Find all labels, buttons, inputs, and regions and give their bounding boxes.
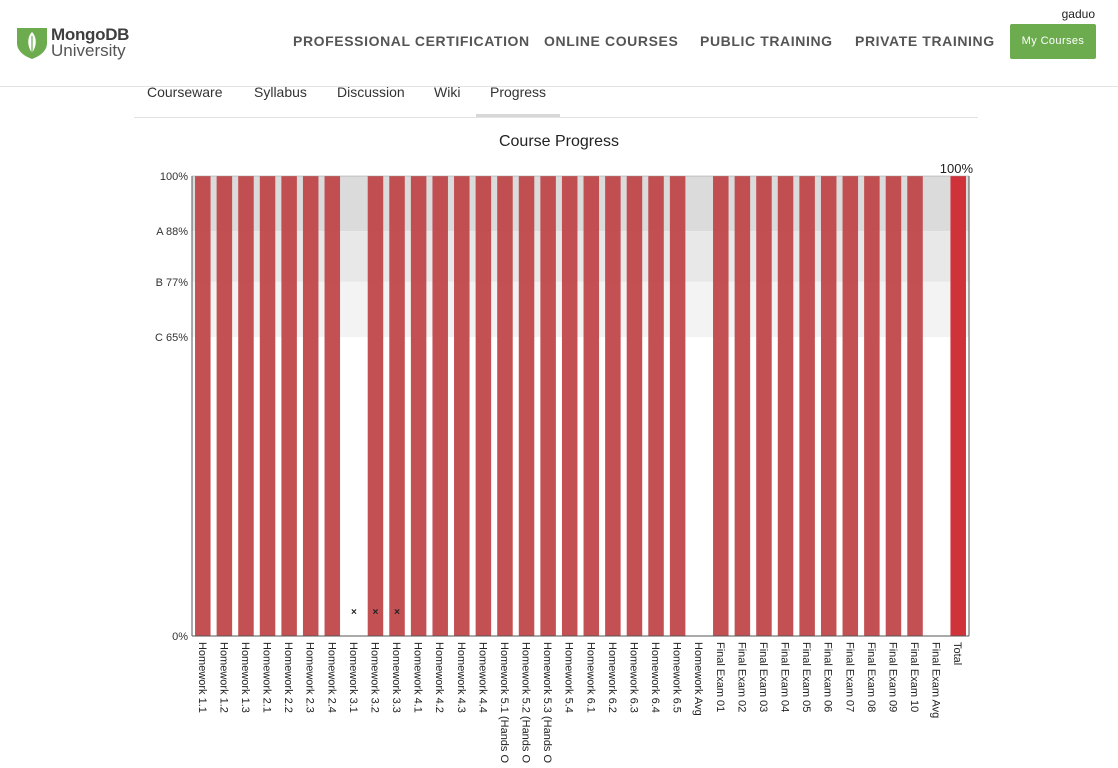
bar: [561, 176, 578, 636]
bar: [669, 176, 686, 636]
x-tick-label: Final Exam 08: [865, 642, 877, 712]
grade-band: [192, 281, 969, 337]
tab-discussion[interactable]: Discussion: [337, 84, 405, 100]
grade-band: [192, 176, 969, 232]
bar: [475, 176, 492, 636]
x-tick-label: Final Exam Avg: [930, 642, 942, 718]
bar: [885, 176, 902, 636]
top-navigation-bar: MongoDB University PROFESSIONAL CERTIFIC…: [0, 0, 1118, 87]
x-tick-label: Total: [951, 642, 963, 665]
bar: [432, 176, 448, 636]
bar: [410, 176, 427, 636]
x-tick-label: Homework 6.3: [627, 642, 639, 713]
x-tick-label: Homework Avg: [692, 642, 704, 716]
bar: [842, 176, 859, 636]
x-tick-label: Homework 3.2: [368, 642, 380, 713]
dropped-marker: ×: [373, 607, 379, 618]
x-tick-label: Final Exam 01: [714, 642, 726, 712]
nav-online-courses[interactable]: ONLINE COURSES: [544, 33, 679, 49]
x-tick-label: Homework 6.5: [671, 642, 683, 713]
x-tick-label: Homework 3.3: [390, 642, 402, 713]
tab-courseware[interactable]: Courseware: [147, 84, 223, 100]
bar: [302, 176, 319, 636]
x-tick-label: Final Exam 10: [908, 642, 920, 712]
bar: [950, 176, 966, 636]
nav-professional-certification[interactable]: PROFESSIONAL CERTIFICATION: [293, 33, 530, 49]
bar: [540, 176, 556, 636]
mongodb-university-logo[interactable]: MongoDB University: [16, 26, 129, 59]
x-tick-label: Homework 2.3: [304, 642, 316, 713]
bar: [756, 176, 772, 636]
tab-wiki[interactable]: Wiki: [434, 84, 461, 100]
bar: [583, 176, 600, 636]
x-tick-label: Final Exam 06: [822, 642, 834, 712]
chart-title: Course Progress: [498, 133, 620, 150]
bar: [216, 176, 233, 636]
bar: [518, 176, 535, 636]
x-tick-label: Homework 1.1: [196, 642, 208, 713]
bar: [626, 176, 643, 636]
course-tabs: Courseware Syllabus Discussion Wiki Prog…: [134, 84, 978, 118]
x-tick-label: Homework 5.4: [563, 642, 575, 713]
x-tick-label: Final Exam 04: [779, 642, 791, 712]
leaf-shield-icon: [17, 28, 47, 59]
x-tick-label: Homework 1.2: [217, 642, 229, 713]
bar: [324, 176, 341, 636]
bar: [907, 176, 923, 636]
tab-syllabus[interactable]: Syllabus: [254, 84, 307, 100]
y-tick-label: 100%: [160, 171, 188, 183]
x-tick-label: Homework 5.1 (Hands O: [498, 642, 510, 763]
y-tick-label: B 77%: [156, 277, 189, 289]
bar: [734, 176, 751, 636]
user-name-link[interactable]: gaduo: [1061, 7, 1095, 21]
bar: [648, 176, 664, 636]
dropped-marker: ×: [394, 607, 400, 618]
bar: [389, 176, 405, 636]
bar: [799, 176, 815, 636]
x-tick-label: Homework 1.3: [239, 642, 251, 713]
x-tick-label: Homework 4.1: [412, 642, 424, 713]
bar: [777, 176, 794, 636]
bar: [605, 176, 621, 636]
bar: [367, 176, 384, 636]
tab-progress[interactable]: Progress: [476, 85, 561, 117]
bar: [713, 176, 729, 636]
nav-private-training[interactable]: PRIVATE TRAINING: [855, 33, 995, 49]
bar: [454, 176, 470, 636]
x-tick-label: Homework 4.4: [476, 642, 488, 713]
x-tick-label: Homework 4.3: [455, 642, 467, 713]
bar: [259, 176, 276, 636]
x-tick-label: Homework 2.1: [261, 642, 273, 713]
x-tick-label: Homework 2.4: [325, 642, 337, 713]
logo-subtitle: University: [51, 40, 126, 60]
grade-band: [192, 231, 969, 282]
bar: [195, 176, 211, 636]
x-tick-label: Final Exam 02: [735, 642, 747, 712]
logo-wordmark: MongoDB: [51, 24, 130, 44]
y-tick-label: 0%: [172, 631, 188, 643]
x-tick-label: Final Exam 09: [886, 642, 898, 712]
bar: [820, 176, 837, 636]
x-tick-label: Homework 6.4: [649, 642, 661, 713]
x-tick-label: Homework 6.2: [606, 642, 618, 713]
x-tick-label: Homework 5.3 (Hands O: [541, 642, 553, 763]
my-courses-button[interactable]: My Courses: [1010, 24, 1096, 59]
x-tick-label: Homework 3.1: [347, 642, 359, 713]
y-tick-label: A 88%: [156, 226, 188, 238]
x-tick-label: Homework 6.1: [584, 642, 596, 713]
bar: [238, 176, 254, 636]
nav-public-training[interactable]: PUBLIC TRAINING: [700, 33, 833, 49]
x-tick-label: Homework 5.2 (Hands O: [520, 642, 532, 763]
x-tick-label: Final Exam 05: [800, 642, 812, 712]
x-tick-label: Homework 2.2: [282, 642, 294, 713]
x-tick-label: Homework 4.2: [433, 642, 445, 713]
total-value-label: 100%: [940, 161, 974, 176]
dropped-marker: ×: [351, 607, 357, 618]
x-tick-label: Final Exam 03: [757, 642, 769, 712]
bar: [864, 176, 880, 636]
x-tick-label: Final Exam 07: [843, 642, 855, 712]
y-tick-label: C 65%: [155, 332, 188, 344]
bar: [497, 176, 513, 636]
bar: [281, 176, 297, 636]
